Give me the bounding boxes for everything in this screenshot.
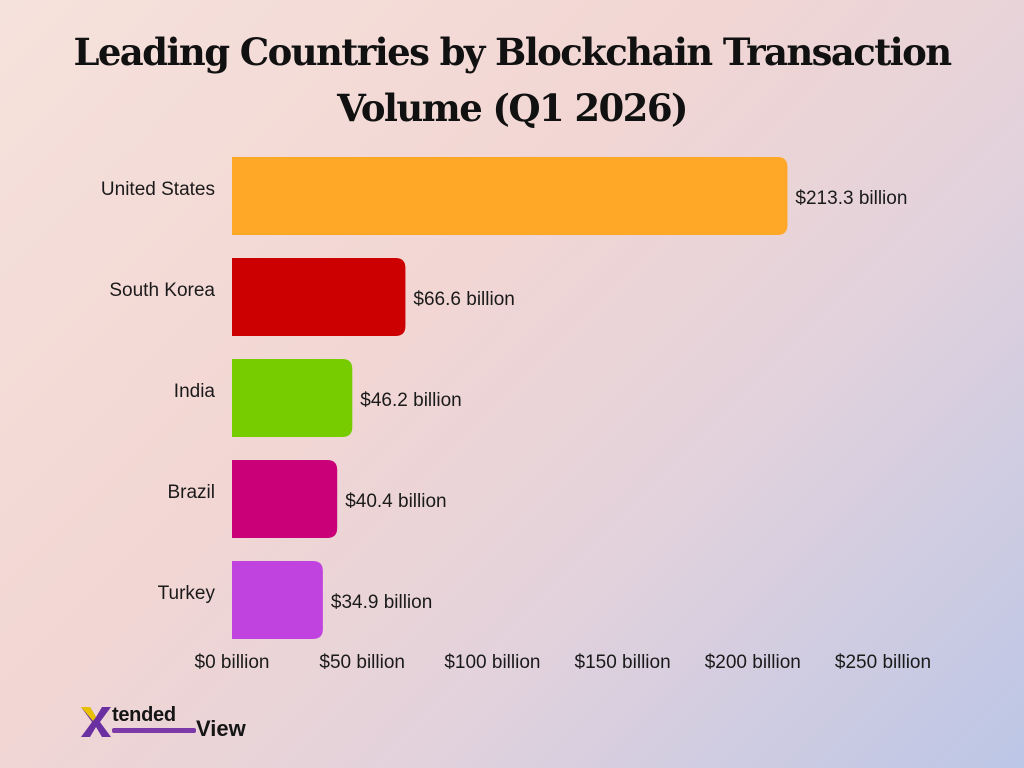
value-label-brazil: $40.4 billion xyxy=(345,491,446,512)
xtendedview-logo-icon xyxy=(81,707,111,737)
x-tick-label-150: $150 billion xyxy=(575,652,671,673)
bar-united-states xyxy=(232,157,788,235)
x-tick-label-0: $0 billion xyxy=(195,652,270,673)
bar-india xyxy=(232,359,353,437)
chart-title: Leading Countries by Blockchain Transact… xyxy=(0,24,1024,136)
x-tick-label-100: $100 billion xyxy=(444,652,540,673)
chart-title-line-1: Leading Countries by Blockchain Transact… xyxy=(73,30,952,74)
bar-chart: United States South Korea India Brazil Turke… xyxy=(101,157,932,673)
value-labels: $213.3 billion $66.6 billion $46.2 billion… xyxy=(331,188,908,613)
logo-text-view: View xyxy=(196,716,246,741)
bar-brazil xyxy=(232,460,338,538)
category-label-brazil: Brazil xyxy=(167,482,215,503)
x-axis-tick-labels: $0 billion $50 billion $100 billion $150 bi… xyxy=(195,652,932,673)
category-label-turkey: Turkey xyxy=(158,583,216,604)
x-tick-label-200: $200 billion xyxy=(705,652,801,673)
category-label-south-korea: South Korea xyxy=(109,280,215,301)
value-label-south-korea: $66.6 billion xyxy=(413,289,514,310)
category-labels: United States South Korea India Brazil Turke… xyxy=(101,179,216,604)
category-label-india: India xyxy=(174,381,216,402)
x-tick-label-250: $250 billion xyxy=(835,652,931,673)
brand-logo: tended View xyxy=(78,700,278,744)
bar-turkey xyxy=(232,561,323,639)
x-tick-label-50: $50 billion xyxy=(319,652,405,673)
logo-underline xyxy=(112,728,196,733)
value-label-united-states: $213.3 billion xyxy=(795,188,907,209)
bar-south-korea xyxy=(232,258,406,336)
logo-text-tended: tended xyxy=(112,704,176,726)
value-label-india: $46.2 billion xyxy=(360,390,461,411)
value-label-turkey: $34.9 billion xyxy=(331,592,432,613)
chart-title-line-2: Volume (Q1 2026) xyxy=(337,86,688,130)
bars-layer xyxy=(232,157,788,639)
category-label-united-states: United States xyxy=(101,179,215,200)
